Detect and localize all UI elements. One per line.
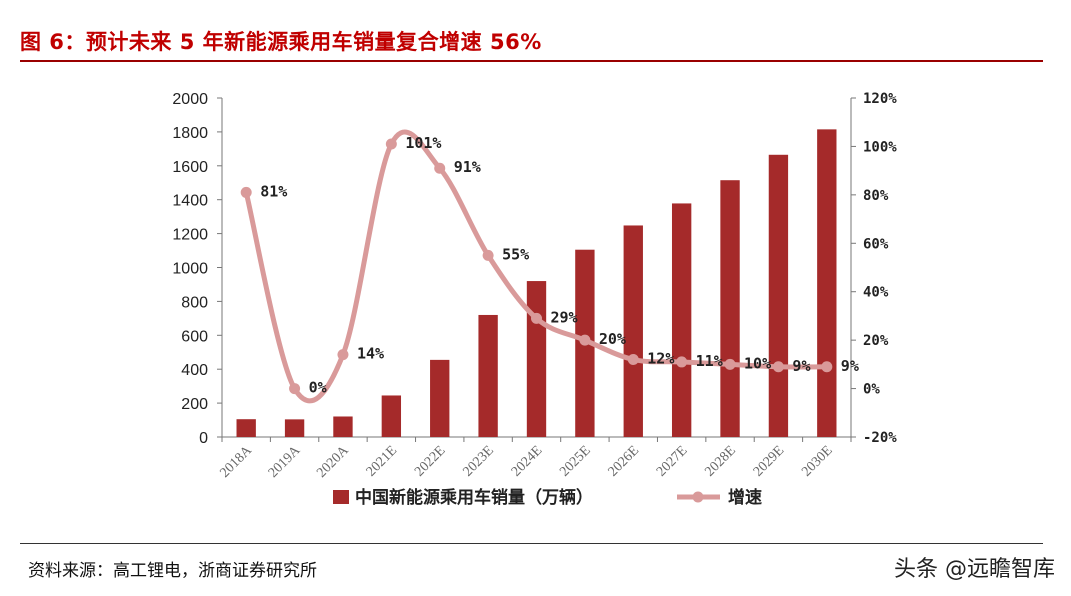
watermark: 头条 @远瞻智库 [894,557,1055,582]
growth-data-label: 81% [260,182,287,200]
growth-data-label: 29% [551,308,578,326]
source-note: 资料来源：高工锂电，浙商证券研究所 [28,561,317,581]
growth-point-2023E [482,249,494,261]
growth-data-label: 10% [744,354,771,372]
left-tick-label: 1600 [172,159,208,176]
x-tick-label: 2022E [412,443,448,479]
bar-2020A [333,416,353,437]
bar-2027E [671,203,692,437]
growth-data-label: 11% [696,352,723,370]
growth-data-label: 12% [647,350,674,368]
left-tick-label: 0 [199,430,208,447]
growth-point-2030E [821,361,833,373]
growth-data-label: 14% [357,345,384,363]
bar-2029E [768,154,789,437]
right-tick-label: 120% [863,91,897,107]
growth-point-2029E [772,361,784,373]
growth-data-label: 9% [792,357,810,375]
growth-point-2024E [531,312,542,324]
right-tick-label: 40% [863,285,889,301]
x-tick-label: 2024E [509,443,545,479]
left-tick-label: 800 [181,294,208,311]
figure-title: 图 6：预计未来 5 年新能源乘用车销量复合增速 56% [20,30,542,54]
right-tick-label: 0% [863,382,880,398]
right-tick-label: 100% [863,139,897,155]
growth-point-2020A [337,349,349,361]
x-tick-label: 2030E [799,443,835,479]
growth-data-label: 91% [454,158,481,176]
legend-bar-swatch [333,490,349,504]
x-tick-label: 2027E [654,443,690,479]
growth-point-2019A [289,383,301,395]
legend-bar-label: 中国新能源乘用车销量（万辆） [355,487,593,508]
left-tick-label: 1000 [172,261,208,278]
bar-2022E [430,359,450,437]
growth-point-2028E [724,358,736,370]
bar-2024E [526,281,547,437]
left-tick-label: 400 [181,362,208,379]
legend-line-marker [692,491,704,503]
growth-data-label: 55% [502,245,529,263]
bar-2019A [284,419,305,437]
x-tick-label: 2023E [460,443,496,479]
growth-point-2025E [579,334,591,346]
bar-2028E [720,180,740,437]
growth-point-2021E [385,138,397,150]
title-rule [20,60,1043,62]
right-tick-label: -20% [863,430,897,446]
x-tick-label: 2021E [364,443,400,479]
growth-data-label: 20% [599,330,626,348]
right-tick-label: 60% [863,236,889,252]
left-tick-label: 1800 [172,125,208,142]
growth-data-label: 0% [309,379,327,397]
growth-data-label: 9% [841,357,859,375]
x-tick-label: 2025E [557,443,593,479]
bar-2018A [236,419,256,437]
x-tick-label: 2029E [751,443,787,479]
left-tick-label: 600 [181,328,208,345]
x-tick-label: 2019A [266,443,304,481]
growth-point-2018A [240,186,252,198]
x-tick-label: 2028E [702,443,738,479]
source-rule [20,543,1043,544]
growth-point-2026E [627,354,639,366]
left-tick-label: 1400 [172,193,208,210]
bar-2030E [817,129,837,438]
x-tick-label: 2018A [217,443,255,481]
bar-2021E [381,395,402,437]
growth-point-2027E [676,356,688,368]
left-tick-label: 2000 [172,91,208,108]
left-tick-label: 200 [181,396,208,413]
right-tick-label: 80% [863,188,889,204]
x-tick-label: 2020A [314,443,352,481]
growth-data-label: 101% [405,134,441,152]
bar-2026E [623,225,643,437]
right-tick-label: 20% [863,333,889,349]
x-tick-label: 2026E [606,443,642,479]
left-tick-label: 1200 [172,227,208,244]
combo-chart: 0 200 400 600 800 1000 1200 1400 1600 1800 2000 -20… [172,91,897,508]
bar-2023E [478,314,498,437]
legend-line-label: 增速 [728,487,762,508]
growth-point-2022E [434,162,446,174]
